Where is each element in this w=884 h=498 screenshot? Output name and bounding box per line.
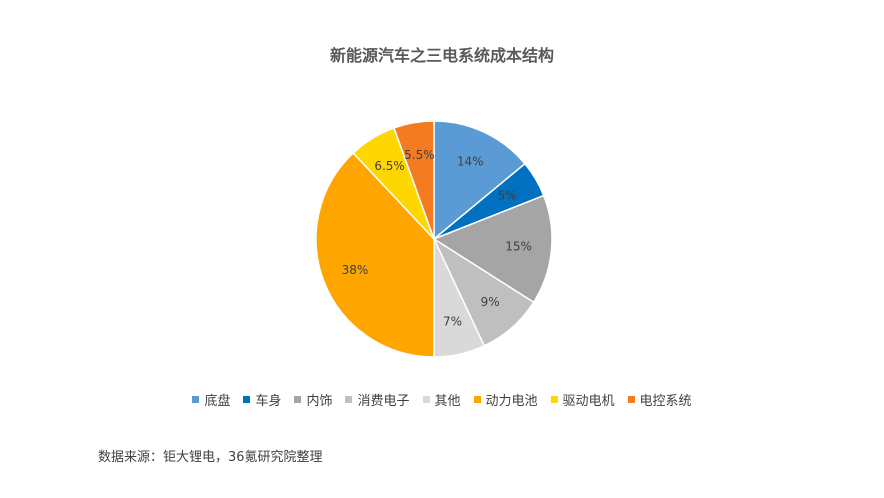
legend-item: 驱动电机	[550, 390, 615, 409]
legend-item: 消费电子	[345, 390, 410, 409]
data-label: 15%	[505, 240, 532, 254]
data-label: 7%	[443, 314, 462, 328]
legend-item: 电控系统	[627, 390, 692, 409]
data-label: 14%	[457, 155, 484, 169]
legend-swatch	[422, 396, 430, 403]
legend-label: 车身	[255, 394, 282, 409]
legend-swatch	[243, 396, 251, 403]
legend-label: 动力电池	[485, 394, 538, 409]
data-label: 38%	[342, 263, 369, 277]
legend-label: 电控系统	[639, 394, 692, 409]
legend-label: 驱动电机	[562, 394, 615, 409]
legend-swatch	[473, 396, 481, 403]
legend-item: 内饰	[294, 390, 332, 409]
pie-slice	[432, 194, 553, 304]
legend-label: 其他	[434, 394, 461, 409]
legend: 底盘 车身 内饰 消费电子 其他 动力电池 驱动电机 电控系统	[0, 390, 884, 409]
legend-swatch	[192, 396, 200, 403]
chart-title: 新能源汽车之三电系统成本结构	[329, 46, 554, 65]
legend-item: 车身	[243, 390, 281, 409]
legend-item: 其他	[422, 390, 461, 409]
legend-label: 底盘	[204, 394, 231, 409]
legend-label: 消费电子	[357, 394, 410, 409]
legend-item: 动力电池	[473, 390, 538, 409]
legend-swatch	[294, 396, 302, 403]
data-label: 5.5%	[404, 148, 435, 162]
legend-swatch	[345, 396, 353, 403]
legend-swatch	[627, 396, 635, 403]
data-label: 9%	[481, 295, 500, 309]
source-note: 数据来源：钜大锂电，36氪研究院整理	[98, 450, 323, 465]
pie-slice	[315, 151, 435, 358]
data-label: 5%	[498, 188, 517, 202]
data-label: 6.5%	[374, 159, 405, 173]
legend-swatch	[550, 396, 558, 403]
legend-label: 内饰	[306, 394, 333, 409]
legend-item: 底盘	[192, 390, 230, 409]
pie-slice	[393, 120, 435, 240]
pie-slice	[433, 120, 526, 241]
